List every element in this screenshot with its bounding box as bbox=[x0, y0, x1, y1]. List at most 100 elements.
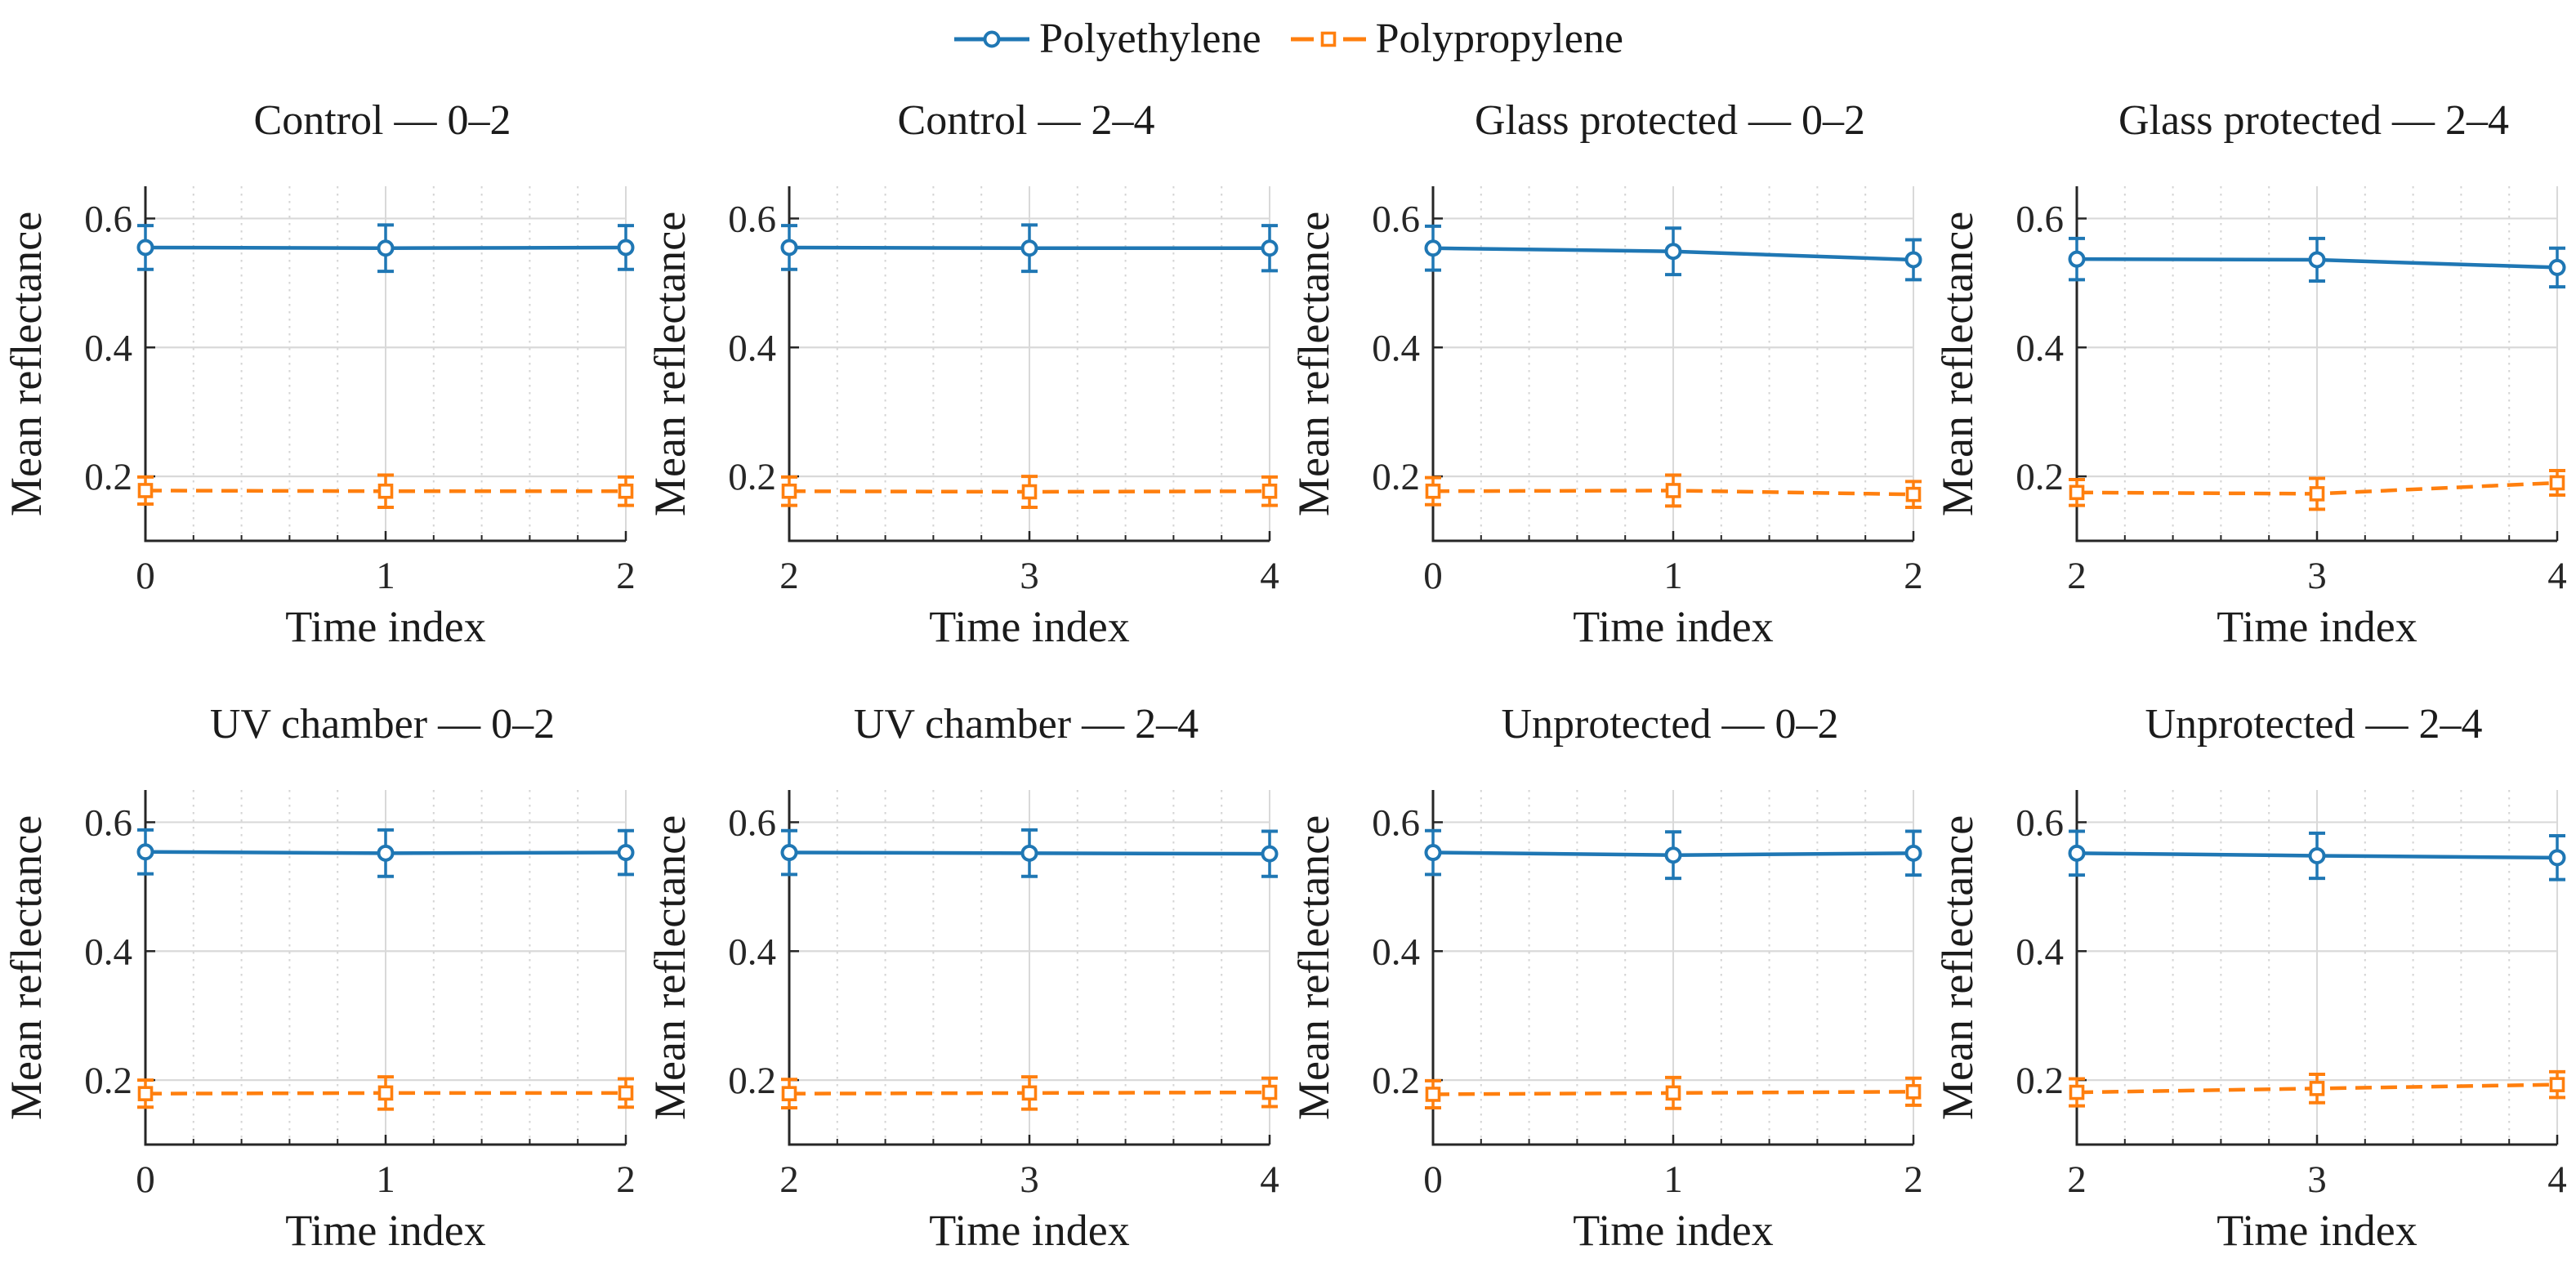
swatch-square-marker bbox=[1320, 31, 1336, 47]
marker-square-polypropylene bbox=[1425, 1087, 1441, 1102]
x-tick-label: 3 bbox=[2307, 555, 2327, 597]
x-tick-label: 0 bbox=[136, 555, 155, 597]
x-tick-label: 1 bbox=[376, 555, 395, 597]
y-axis-label: Mean reflectance bbox=[645, 815, 694, 1120]
y-tick-label: 0.4 bbox=[1372, 327, 1420, 369]
panel-unprotected-2-4: 2 3 4 0.2 0.4 0.6 Unprotected — 2–4 Mean refl… bbox=[1931, 677, 2575, 1281]
marker-square-polypropylene bbox=[1665, 1085, 1681, 1101]
legend: Polyethylene Polypropylene bbox=[0, 7, 2576, 72]
x-tick-label: 3 bbox=[1020, 555, 1039, 597]
y-tick-label: 0.6 bbox=[1372, 198, 1420, 240]
marker-square-polypropylene bbox=[618, 483, 634, 499]
y-axis-label: Mean reflectance bbox=[1289, 815, 1338, 1120]
marker-circle-polyethylene bbox=[2068, 844, 2086, 862]
marker-circle-polyethylene bbox=[780, 239, 798, 257]
y-tick-label: 0.4 bbox=[84, 327, 132, 369]
x-tick-label: 0 bbox=[1423, 1158, 1443, 1201]
marker-circle-polyethylene bbox=[1664, 846, 1682, 864]
plot-area: 2 3 4 0.2 0.4 0.6 bbox=[2016, 186, 2567, 597]
x-tick-label: 4 bbox=[2547, 1158, 2567, 1201]
y-axis-label: Mean reflectance bbox=[1933, 211, 1982, 516]
x-tick-label: 3 bbox=[2307, 1158, 2327, 1201]
y-tick-label: 0.2 bbox=[84, 456, 132, 498]
panel-title: Unprotected — 0–2 bbox=[1501, 701, 1839, 748]
x-tick-label: 2 bbox=[1904, 1158, 1923, 1201]
marker-square-polypropylene bbox=[137, 483, 154, 498]
x-axis-label: Time index bbox=[929, 1206, 1130, 1255]
marker-circle-polyethylene bbox=[136, 843, 154, 861]
y-axis-label: Mean reflectance bbox=[2, 815, 51, 1120]
x-axis-label: Time index bbox=[2217, 602, 2418, 651]
y-axis-label: Mean reflectance bbox=[645, 211, 694, 516]
panel-glass-protected-2-4: 2 3 4 0.2 0.4 0.6 Glass protected — 2–4 Mean … bbox=[1931, 74, 2575, 677]
marker-square-polypropylene bbox=[2309, 1081, 2325, 1096]
x-tick-label: 2 bbox=[2067, 1158, 2087, 1201]
marker-circle-polyethylene bbox=[2548, 258, 2566, 276]
polyethylene-line-circle-icon bbox=[954, 30, 1030, 48]
y-axis-label: Mean reflectance bbox=[2, 211, 51, 516]
swatch-circle-marker bbox=[983, 30, 1001, 48]
marker-square-polypropylene bbox=[2069, 1084, 2085, 1100]
marker-square-polypropylene bbox=[1425, 483, 1441, 499]
y-tick-label: 0.2 bbox=[1372, 1060, 1420, 1102]
marker-square-polypropylene bbox=[1905, 1083, 1922, 1100]
y-tick-label: 0.6 bbox=[2016, 801, 2064, 844]
y-tick-label: 0.6 bbox=[84, 198, 132, 240]
marker-square-polypropylene bbox=[1261, 1084, 1278, 1100]
marker-circle-polyethylene bbox=[1904, 844, 1922, 862]
panel-title: Control — 0–2 bbox=[253, 97, 511, 144]
marker-square-polypropylene bbox=[2069, 484, 2085, 501]
y-tick-label: 0.6 bbox=[728, 198, 776, 240]
y-tick-label: 0.2 bbox=[1372, 456, 1420, 498]
plot-area: 0 1 2 0.2 0.4 0.6 bbox=[84, 790, 636, 1201]
x-axis-label: Time index bbox=[2217, 1206, 2418, 1255]
marker-circle-polyethylene bbox=[2308, 251, 2326, 269]
marker-square-polypropylene bbox=[2309, 486, 2325, 502]
marker-square-polypropylene bbox=[1905, 486, 1922, 502]
panel-title: UV chamber — 2–4 bbox=[853, 701, 1199, 748]
x-tick-label: 2 bbox=[779, 555, 799, 597]
x-tick-label: 1 bbox=[376, 1158, 395, 1201]
x-axis-label: Time index bbox=[1573, 1206, 1774, 1255]
marker-square-polypropylene bbox=[2549, 475, 2565, 491]
plot-area: 0 1 2 0.2 0.4 0.6 bbox=[1372, 186, 1923, 597]
x-axis-label: Time index bbox=[1573, 602, 1774, 651]
panel-uv-chamber-0-2: 0 1 2 0.2 0.4 0.6 UV chamber — 0–2 Mean refle… bbox=[0, 677, 644, 1281]
y-tick-label: 0.2 bbox=[2016, 456, 2064, 498]
panel-title: Glass protected — 2–4 bbox=[2118, 97, 2509, 144]
x-tick-label: 1 bbox=[1663, 1158, 1683, 1201]
legend-label-polypropylene: Polypropylene bbox=[1375, 16, 1623, 62]
x-tick-label: 0 bbox=[1423, 555, 1443, 597]
x-tick-label: 1 bbox=[1663, 555, 1683, 597]
y-tick-label: 0.4 bbox=[2016, 931, 2064, 973]
subplot-grid: 0 1 2 0.2 0.4 0.6 Control — 0–2 Mean reflecta… bbox=[0, 74, 2575, 1281]
y-tick-label: 0.4 bbox=[728, 327, 776, 369]
legend-item-polypropylene: Polypropylene bbox=[1289, 18, 1623, 60]
marker-circle-polyethylene bbox=[1904, 251, 1922, 269]
marker-circle-polyethylene bbox=[617, 239, 635, 257]
y-tick-label: 0.6 bbox=[1372, 801, 1420, 844]
x-axis-label: Time index bbox=[285, 1206, 486, 1255]
x-tick-label: 4 bbox=[1260, 555, 1279, 597]
marker-circle-polyethylene bbox=[1020, 239, 1038, 257]
plot-area: 2 3 4 0.2 0.4 0.6 bbox=[2016, 790, 2567, 1201]
x-tick-label: 2 bbox=[616, 555, 636, 597]
marker-square-polypropylene bbox=[781, 1086, 797, 1101]
plot-area: 2 3 4 0.2 0.4 0.6 bbox=[728, 790, 1279, 1201]
x-tick-label: 2 bbox=[779, 1158, 799, 1201]
y-tick-label: 0.6 bbox=[84, 801, 132, 844]
marker-square-polypropylene bbox=[1665, 483, 1681, 498]
legend-item-polyethylene: Polyethylene bbox=[953, 18, 1261, 60]
marker-circle-polyethylene bbox=[617, 844, 635, 862]
marker-square-polypropylene bbox=[618, 1085, 634, 1101]
panel-control-0-2: 0 1 2 0.2 0.4 0.6 Control — 0–2 Mean reflecta… bbox=[0, 74, 644, 677]
marker-square-polypropylene bbox=[1021, 484, 1038, 500]
plot-area: 0 1 2 0.2 0.4 0.6 bbox=[84, 186, 636, 597]
marker-square-polypropylene bbox=[377, 483, 394, 499]
y-tick-label: 0.2 bbox=[2016, 1060, 2064, 1102]
marker-circle-polyethylene bbox=[1664, 243, 1682, 261]
panel-uv-chamber-2-4: 2 3 4 0.2 0.4 0.6 UV chamber — 2–4 Mean refle… bbox=[644, 677, 1288, 1281]
y-tick-label: 0.2 bbox=[728, 456, 776, 498]
marker-circle-polyethylene bbox=[377, 239, 395, 257]
marker-circle-polyethylene bbox=[1261, 845, 1279, 863]
